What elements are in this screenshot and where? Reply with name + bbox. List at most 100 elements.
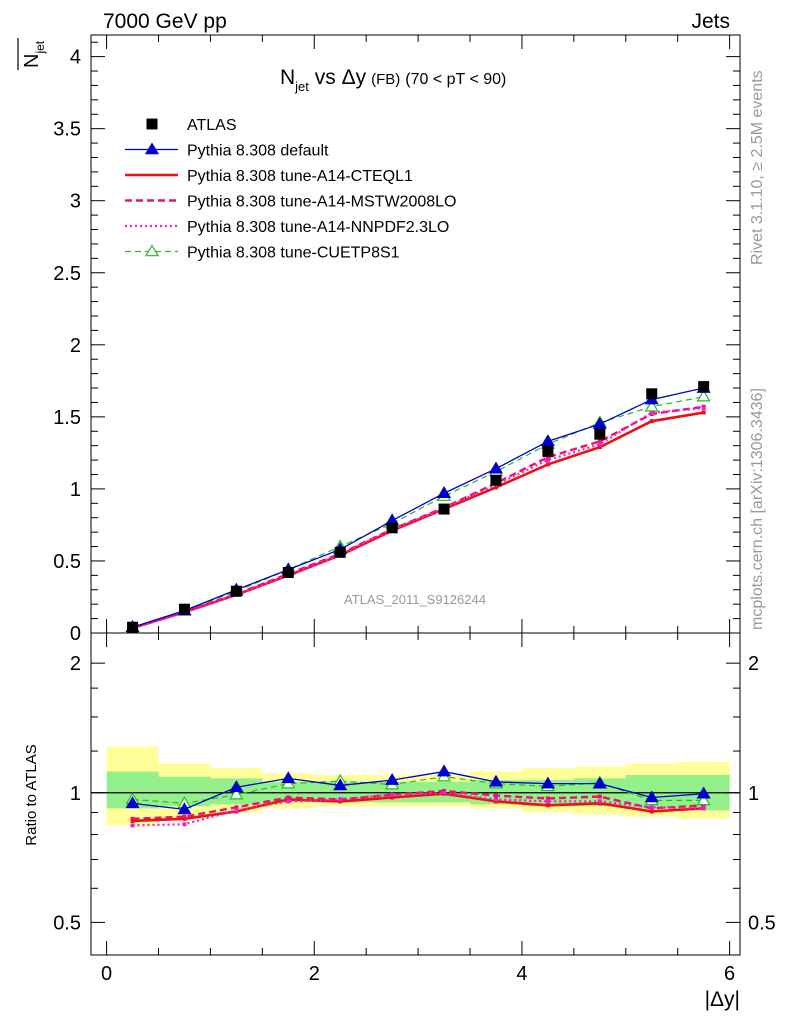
- main-series-2-point: [597, 445, 602, 450]
- main-series-1-point: [540, 434, 555, 447]
- legend-swatch-marker: [146, 118, 158, 130]
- ratio-series-3-point: [234, 808, 239, 813]
- ratio-series-2-point: [130, 816, 135, 821]
- ratio-series-3-point: [390, 792, 395, 797]
- main-ytick-label: 0: [70, 623, 81, 645]
- main-series-0-point: [646, 388, 658, 400]
- ratio-series-3-point: [597, 799, 602, 804]
- main-series-5-line: [132, 396, 704, 628]
- legend-entry: Pythia 8.308 tune-A14-NNPDF2.3LO: [125, 219, 449, 236]
- ratio-series-0-point: [540, 776, 555, 789]
- ratio-xtick-label: 0: [101, 963, 112, 985]
- ratio-series-3-point: [493, 797, 498, 802]
- ratio-series-4-point: [229, 787, 244, 800]
- legend-entry: Pythia 8.308 tune-CUETP8S1: [125, 244, 400, 262]
- main-series-2-point: [701, 410, 706, 415]
- main-series-0-point: [334, 546, 346, 558]
- ratio-xtick-label: 2: [309, 963, 320, 985]
- ratio-series-3-point: [545, 799, 550, 804]
- title-range: (70 < pT < 90): [405, 71, 506, 88]
- main-title: Njet vs Δy (FB) (70 < pT < 90): [280, 66, 506, 94]
- legend-swatch-marker: [144, 244, 160, 257]
- ratio-series-0-point: [437, 764, 452, 777]
- legend-entry: Pythia 8.308 tune-A14-MSTW2008LO: [125, 194, 456, 211]
- ratio-marks: [125, 764, 711, 828]
- main-ytick-label: 3: [70, 191, 81, 213]
- title-rest: vs Δy: [309, 66, 367, 89]
- header-right: Jets: [691, 10, 730, 33]
- ratio-series-2-point: [286, 795, 291, 800]
- main-series-0-point: [438, 503, 450, 515]
- ratio-series-2-point: [182, 814, 187, 819]
- mcplots-label: mcplots.cern.ch [arXiv:1306.3436]: [749, 388, 766, 630]
- main-panel: 0 0.5 1 1.5 2 2.5 3 3.5 4 Njet vs Δy (FB) (70 < pT…: [17, 34, 741, 645]
- legend-label: Pythia 8.308 tune-A14-CTEQL1: [187, 168, 413, 185]
- ratio-series-0-point: [592, 776, 607, 789]
- main-series-0-point: [698, 381, 710, 393]
- main-series-0-point: [594, 428, 606, 440]
- ratio-series-0-point: [177, 802, 192, 815]
- ratio-series-4-line: [132, 776, 704, 804]
- ratio-ytick-label-right: 2: [748, 653, 759, 675]
- legend-label: Pythia 8.308 tune-A14-NNPDF2.3LO: [187, 219, 449, 236]
- main-ticks: 0 0.5 1 1.5 2 2.5 3 3.5 4: [53, 35, 740, 645]
- ratio-ylabel: Ratio to ATLAS: [23, 744, 40, 845]
- main-ytick-label: 4: [70, 47, 81, 69]
- ratio-series-0-point: [229, 780, 244, 793]
- legend-label: ATLAS: [187, 117, 237, 134]
- main-series-1-point: [488, 461, 504, 474]
- ratio-series-2-point: [597, 794, 602, 799]
- ratio-series-2-point: [234, 805, 239, 810]
- ratio-series-2-point: [701, 803, 706, 808]
- title-n: N: [280, 66, 295, 89]
- ratio-series-0-point: [281, 771, 296, 784]
- ratio-series-2-point: [493, 793, 498, 798]
- main-series-1-line: [132, 387, 704, 628]
- ratio-panel: 0.5 0.5 1 1 2 2 0 2 4 6 Ratio to ATLAS |Δy|: [23, 632, 776, 1011]
- main-ylabel: Njet: [17, 38, 47, 70]
- legend-label: Pythia 8.308 tune-CUETP8S1: [187, 245, 400, 262]
- ratio-series-3-point: [286, 799, 291, 804]
- ratio-series-3-line: [132, 791, 704, 827]
- main-series-0-point: [490, 474, 502, 486]
- ratio-series-3-point: [442, 790, 447, 795]
- ratio-series-1-point: [390, 795, 395, 800]
- ratio-series-3-point: [701, 806, 706, 811]
- rivet-label: Rivet 3.1.10, ≥ 2.5M events: [749, 70, 766, 265]
- main-marks: [125, 380, 711, 633]
- ratio-ytick-label: 0.5: [53, 912, 81, 934]
- ratio-series-3-point: [338, 797, 343, 802]
- ratio-series-3-point: [649, 805, 654, 810]
- ratio-series-2-point: [545, 796, 550, 801]
- main-series-2-point: [545, 462, 550, 467]
- ratio-frame: [90, 632, 741, 956]
- ratio-series-2-line: [132, 789, 704, 821]
- ratio-series-0-point: [125, 796, 140, 809]
- main-series-4-point: [545, 458, 550, 463]
- main-ytick-label: 3.5: [53, 119, 81, 141]
- ratio-ticks: 0.5 0.5 1 1 2 2 0 2 4 6: [53, 633, 776, 985]
- ratio-series-0-point: [385, 772, 400, 785]
- ratio-series-1-point: [649, 809, 654, 814]
- svg-text:Njet: Njet: [21, 40, 47, 68]
- main-series-5-point: [696, 389, 711, 402]
- legend-label: Pythia 8.308 default: [187, 143, 329, 160]
- main-series-0-point: [230, 585, 242, 597]
- legend-swatch-marker: [144, 142, 160, 155]
- main-ytick-label: 2: [70, 335, 81, 357]
- ratio-series-3-point: [130, 823, 135, 828]
- ratio-series-0-point: [333, 778, 348, 791]
- main-ytick-label: 2.5: [53, 263, 81, 285]
- main-series-4-point: [701, 406, 706, 411]
- ratio-series-3-point: [182, 822, 187, 827]
- ratio-series-0-point: [644, 790, 659, 803]
- main-series-3-point: [597, 439, 602, 444]
- watermark: ATLAS_2011_S9126244: [344, 592, 486, 607]
- ratio-xtick-label: 6: [724, 963, 735, 985]
- legend-label: Pythia 8.308 tune-A14-MSTW2008LO: [187, 194, 456, 211]
- ratio-series-0-point: [696, 786, 711, 799]
- header-left: 7000 GeV pp: [103, 10, 227, 33]
- ratio-ytick-label: 1: [70, 783, 81, 805]
- main-series-0-point: [542, 445, 554, 457]
